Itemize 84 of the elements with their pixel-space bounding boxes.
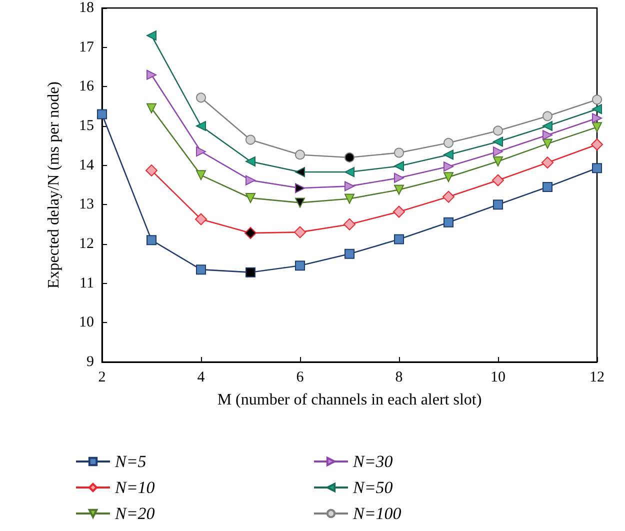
point — [295, 198, 305, 208]
point — [493, 156, 503, 166]
point — [592, 113, 602, 124]
point — [246, 175, 256, 186]
y-tick-label: 10 — [79, 314, 94, 331]
point — [394, 148, 404, 158]
point — [394, 172, 404, 183]
point — [196, 264, 206, 275]
y-tick-label: 11 — [80, 275, 94, 292]
point — [444, 217, 454, 228]
y-tick-label: 16 — [79, 78, 94, 95]
point — [344, 152, 354, 162]
point — [295, 183, 305, 194]
legend-label: N=10 — [114, 478, 156, 497]
point — [592, 163, 602, 174]
x-tick-label: 10 — [490, 370, 506, 386]
point — [493, 146, 503, 157]
point — [195, 213, 207, 226]
point — [394, 184, 404, 195]
point — [196, 170, 206, 180]
x-tick-label: 12 — [590, 370, 604, 386]
x-tick-label: 4 — [197, 370, 206, 386]
y-tick-label: 9 — [86, 354, 94, 370]
point — [442, 190, 454, 203]
point — [344, 181, 354, 192]
x-axis-title: M (number of channels in each alert slot) — [217, 392, 482, 408]
point — [146, 30, 156, 41]
point — [394, 234, 404, 244]
point — [97, 109, 107, 120]
point — [542, 138, 552, 149]
point — [592, 104, 602, 114]
point — [344, 218, 356, 230]
point — [295, 167, 305, 178]
point — [542, 182, 552, 192]
point — [592, 122, 602, 132]
point — [246, 192, 256, 203]
point — [444, 162, 454, 172]
point — [444, 138, 454, 148]
point — [493, 200, 503, 210]
legend-label: N=30 — [352, 452, 394, 471]
point — [592, 94, 602, 105]
point — [295, 150, 305, 160]
point — [542, 130, 552, 140]
legend-label: N=20 — [114, 504, 156, 523]
y-tick-label: 14 — [79, 157, 94, 174]
point — [146, 70, 156, 80]
point — [394, 161, 404, 172]
point — [196, 146, 206, 157]
y-tick-label: 18 — [79, 0, 94, 16]
point — [444, 150, 454, 160]
point — [244, 226, 256, 239]
point — [542, 111, 552, 122]
point — [294, 226, 306, 238]
point — [246, 156, 256, 166]
point — [196, 92, 206, 103]
point — [344, 194, 354, 204]
x-tick-label: 6 — [296, 370, 304, 386]
legend-label: N=100 — [352, 504, 402, 523]
point — [493, 136, 503, 147]
y-axis-title: Expected delay/N (ms per node) — [46, 81, 62, 289]
y-tick-label: 17 — [79, 39, 94, 56]
point — [146, 103, 156, 114]
point — [444, 172, 454, 182]
legend-label: N=50 — [352, 478, 394, 497]
y-tick-label: 12 — [79, 236, 94, 252]
x-tick-label: 8 — [395, 370, 403, 386]
point — [542, 121, 552, 131]
point — [344, 167, 354, 178]
legend-label: N=5 — [114, 452, 146, 471]
point — [393, 206, 405, 218]
x-tick-label: 2 — [98, 370, 106, 386]
point — [246, 134, 256, 145]
point — [146, 164, 158, 176]
point — [344, 248, 354, 259]
point — [246, 267, 256, 278]
point — [542, 156, 554, 169]
point — [492, 174, 504, 186]
point — [146, 235, 156, 246]
point — [493, 126, 503, 136]
y-tick-label: 15 — [79, 118, 94, 134]
y-tick-label: 13 — [79, 196, 94, 213]
point — [196, 121, 206, 131]
point — [591, 138, 603, 150]
point — [295, 260, 305, 271]
